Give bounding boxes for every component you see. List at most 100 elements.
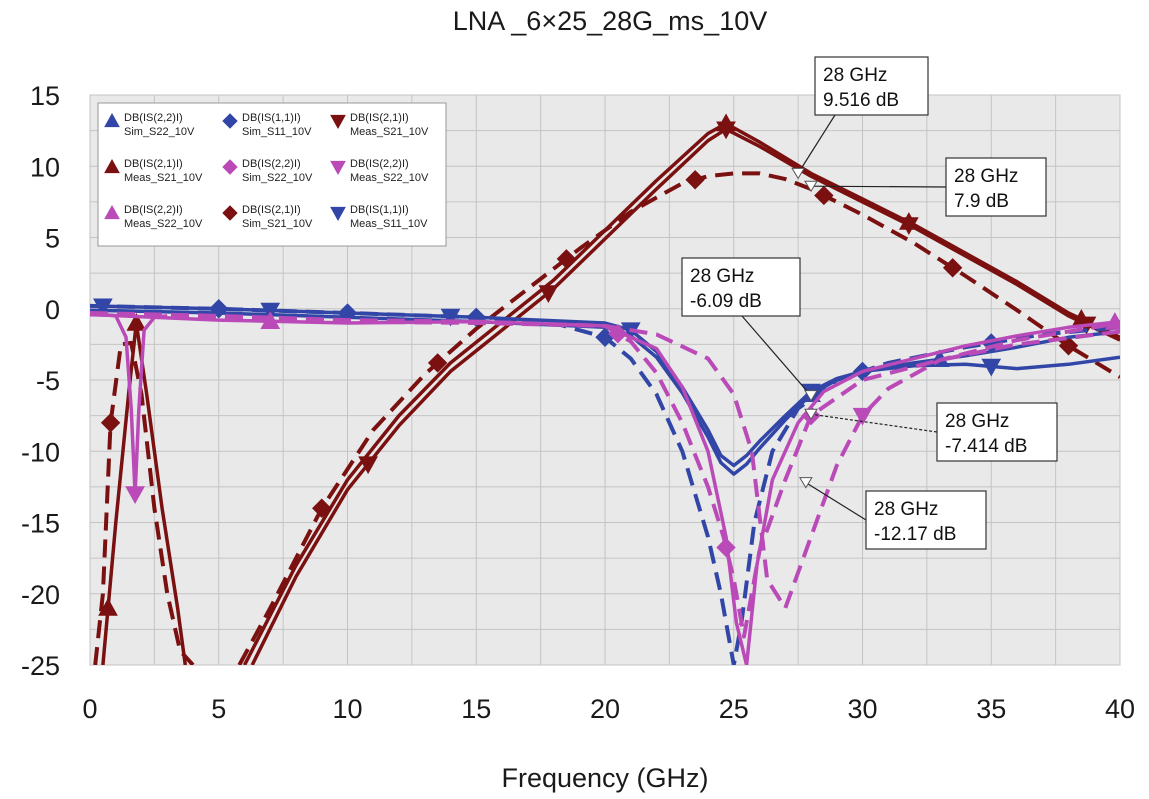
- annotation-marker: [791, 167, 806, 180]
- y-tick-label: 0: [45, 295, 60, 325]
- data-point-marker: [538, 285, 559, 303]
- annotation-box: [865, 490, 987, 550]
- annotation-layer: 28 GHz 9.516 dB 28 GHz 7.9 dB 28 GHz -6.09 dB…: [681, 56, 1058, 550]
- annotation-box: [814, 56, 929, 116]
- x-tick-label: 5: [211, 694, 226, 724]
- legend-label-line2: Meas_S22_10V: [124, 218, 203, 230]
- legend-box: [97, 102, 447, 247]
- legend-entry: DB(IS(1,1)I) Sim_S11_10V: [222, 112, 312, 138]
- chart-title: LNA _6×25_28G_ms_10V: [453, 6, 767, 36]
- annotation-value: -6.09 dB: [690, 291, 762, 312]
- legend-marker: [330, 206, 346, 222]
- y-tick-label: -25: [21, 651, 60, 681]
- data-point-marker: [852, 407, 873, 426]
- data-point-marker: [93, 298, 113, 317]
- data-point-marker: [358, 456, 378, 475]
- legend-marker: [104, 204, 120, 220]
- series-line: [93, 340, 195, 665]
- x-tick-label: 15: [461, 694, 491, 724]
- legend-entry: DB(IS(2,2)I) Sim_S22_10V: [104, 112, 195, 138]
- series-s21-low-sim: [93, 340, 195, 665]
- annotation-value: -7.414 dB: [945, 436, 1027, 457]
- series-layer: [90, 113, 1120, 665]
- legend-entry: DB(IS(2,1)I) Sim_S21_10V: [222, 204, 313, 230]
- legend-marker: [104, 158, 120, 174]
- legend: DB(IS(2,2)I) Sim_S22_10V DB(IS(1,1)I) Sim_S…: [97, 102, 447, 247]
- legend-label-line1: DB(IS(2,2)I): [124, 204, 183, 216]
- x-tick-label: 0: [82, 694, 97, 724]
- annotation-marker: [804, 408, 818, 421]
- y-tick-label: 10: [30, 152, 60, 182]
- legend-label-line1: DB(IS(1,1)I): [350, 204, 409, 216]
- x-tick-label: 35: [976, 694, 1006, 724]
- annotation-leader: [810, 413, 938, 433]
- data-point-marker: [98, 597, 118, 616]
- y-tick-label: -10: [21, 437, 60, 467]
- annotation-frequency: 28 GHz: [874, 499, 938, 520]
- data-point-marker: [716, 121, 736, 140]
- data-point-marker: [100, 413, 121, 433]
- legend-label-line2: Meas_S22_10V: [350, 172, 429, 184]
- annotation: 28 GHz -7.414 dB: [804, 402, 1058, 462]
- data-point-marker: [981, 358, 1002, 377]
- annotation-marker: [804, 180, 818, 193]
- legend-label-line1: DB(IS(2,2)I): [242, 158, 301, 170]
- data-point-marker: [440, 308, 461, 327]
- series-line: [250, 127, 1120, 665]
- data-point-marker: [1105, 312, 1120, 330]
- annotation: 28 GHz 9.516 dB: [791, 56, 929, 180]
- annotation-box: [681, 257, 801, 317]
- data-point-marker: [312, 498, 332, 518]
- annotation-frequency: 28 GHz: [823, 65, 887, 86]
- y-tick-label: -15: [21, 509, 60, 539]
- data-point-marker: [427, 353, 448, 373]
- x-tick-label: 20: [590, 694, 620, 724]
- data-point-marker: [814, 185, 834, 206]
- x-tick-label: 25: [719, 694, 749, 724]
- series-line: [90, 312, 1120, 665]
- data-point-marker: [126, 312, 147, 331]
- data-point-marker: [942, 258, 963, 278]
- annotation-box: [945, 157, 1047, 217]
- data-point-marker: [260, 311, 281, 329]
- annotation-marker: [804, 390, 818, 402]
- legend-marker: [104, 112, 120, 128]
- annotation-value: 9.516 dB: [823, 90, 899, 111]
- annotation-value: 7.9 dB: [954, 191, 1009, 212]
- annotation-frequency: 28 GHz: [945, 411, 1009, 432]
- legend-label-line2: Meas_S21_10V: [124, 172, 203, 184]
- annotation-frequency: 28 GHz: [954, 166, 1018, 187]
- legend-label-line1: DB(IS(2,2)I): [124, 112, 183, 124]
- annotation-box: [936, 402, 1058, 462]
- data-point-marker: [1058, 336, 1079, 356]
- annotation: 28 GHz -6.09 dB: [681, 257, 818, 402]
- data-point-marker: [125, 486, 145, 505]
- x-axis-label: Frequency (GHz): [501, 763, 708, 793]
- annotation-leader: [810, 185, 947, 188]
- y-tick-label: 15: [30, 81, 60, 111]
- series-s22-low-dip: [90, 311, 168, 505]
- legend-marker: [222, 205, 238, 221]
- annotation-value: -12.17 dB: [874, 524, 956, 545]
- data-point-marker: [899, 217, 919, 235]
- legend-label-line1: DB(IS(1,1)I): [242, 112, 301, 124]
- annotation-marker: [798, 477, 813, 489]
- legend-label-line2: Sim_S21_10V: [242, 218, 313, 230]
- legend-label-line1: DB(IS(2,1)I): [242, 204, 301, 216]
- annotation-leader: [741, 315, 812, 397]
- legend-marker: [330, 114, 346, 130]
- data-point-marker: [556, 249, 577, 269]
- annotation-frequency: 28 GHz: [690, 266, 754, 287]
- legend-label-line2: Meas_S21_10V: [350, 126, 429, 138]
- x-tick-label: 10: [332, 694, 362, 724]
- annotation: 28 GHz 7.9 dB: [804, 157, 1047, 217]
- legend-entry: DB(IS(1,1)I) Meas_S11_10V: [330, 204, 428, 230]
- legend-label-line2: Sim_S22_10V: [124, 126, 195, 138]
- legend-entry: DB(IS(2,2)I) Sim_S22_10V: [222, 158, 313, 184]
- legend-entry: DB(IS(2,1)I) Meas_S21_10V: [104, 158, 203, 184]
- series-s21-sim: [237, 170, 1120, 665]
- y-tick-label: -20: [21, 580, 60, 610]
- y-tick-label: 5: [45, 224, 60, 254]
- axis-ticks: 0 5 10 15 20 25 30 35 40 15 10 5 0 -5 -10 -15 -20 -25: [21, 81, 1135, 724]
